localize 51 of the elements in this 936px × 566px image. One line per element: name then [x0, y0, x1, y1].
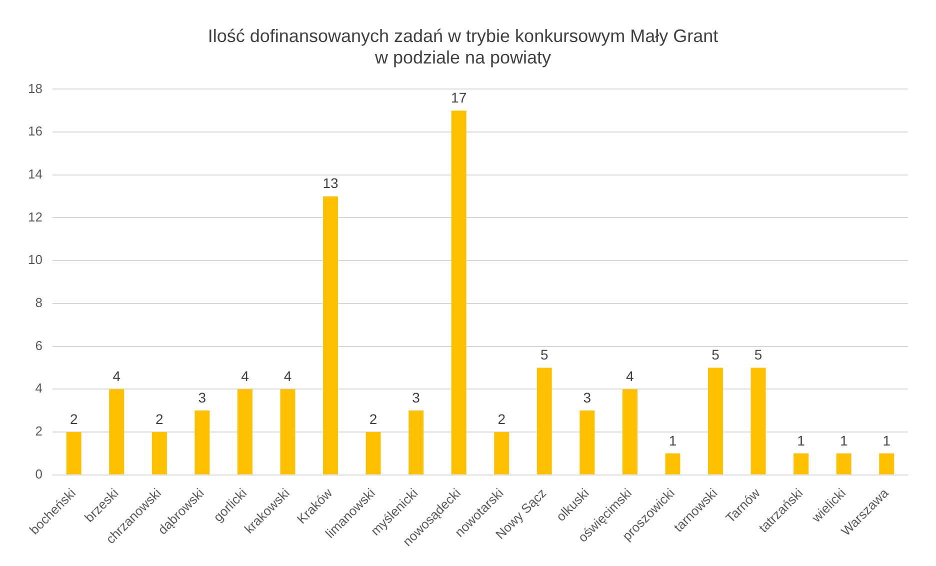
bar [536, 368, 552, 474]
data-label: 2 [369, 410, 378, 427]
data-label: 1 [882, 432, 891, 448]
y-tick-label: 10 [28, 252, 42, 268]
bar [280, 389, 296, 474]
bar [708, 368, 723, 474]
bar [580, 410, 595, 474]
data-label: 2 [156, 410, 164, 427]
y-tick-label: 12 [28, 209, 42, 224]
bar [323, 196, 338, 474]
bar [451, 110, 466, 474]
bar [237, 389, 252, 474]
bar [494, 432, 510, 474]
y-tick-label: 6 [35, 338, 42, 353]
data-label: 3 [198, 389, 206, 406]
data-label: 3 [583, 389, 592, 406]
data-label: 3 [412, 389, 420, 406]
bar [408, 410, 424, 474]
y-tick-label: 16 [28, 124, 42, 139]
data-label: 13 [322, 175, 339, 192]
data-label: 4 [284, 368, 292, 384]
data-label: 1 [668, 432, 677, 448]
y-tick-label: 8 [35, 295, 42, 310]
bar [109, 389, 124, 474]
data-label: 2 [70, 410, 78, 427]
bar [665, 453, 680, 474]
bar [879, 453, 894, 474]
data-label: 4 [626, 368, 634, 384]
y-tick-label: 18 [28, 80, 42, 96]
data-label: 17 [451, 89, 467, 106]
data-label: 4 [112, 368, 121, 384]
bar [622, 389, 638, 474]
bar [194, 410, 210, 474]
bar [794, 453, 809, 474]
data-label: 1 [840, 432, 848, 448]
y-tick-label: 4 [35, 380, 42, 396]
bar [152, 432, 167, 474]
bar [836, 453, 852, 474]
bar [750, 368, 766, 474]
data-label: 5 [712, 346, 720, 363]
y-tick-label: 0 [35, 466, 42, 482]
data-label: 4 [241, 368, 250, 384]
y-tick-label: 2 [35, 424, 42, 439]
bar [366, 432, 381, 474]
y-tick-label: 14 [28, 166, 42, 182]
chart-title: Ilość dofinansowanych zadań w trybie konkursowym Mały Grant w podziale na powiaty [208, 26, 718, 68]
bar [66, 432, 82, 474]
data-label: 5 [754, 346, 762, 363]
data-label: 5 [540, 346, 548, 363]
data-label: 2 [498, 410, 506, 427]
data-label: 1 [797, 432, 806, 448]
